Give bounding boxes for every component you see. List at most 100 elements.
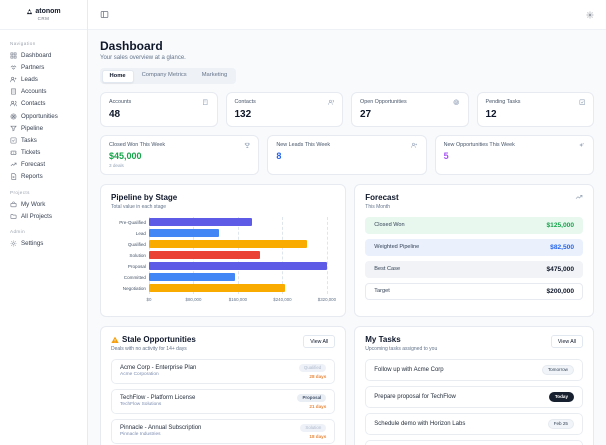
opportunity-title: Pinnacle - Annual Subscription [120, 424, 202, 431]
sidebar-item-all-projects[interactable]: All Projects [8, 210, 79, 222]
page-title: Dashboard [100, 39, 163, 53]
view-all-button[interactable]: View All [550, 335, 583, 348]
sidebar-item-reports[interactable]: Reports [8, 171, 79, 183]
task-item-prepare-proposal[interactable]: Prepare proposal for TechFlow Today [365, 385, 583, 408]
stale-list: Acme Corp - Enterprise Plan Acme Corpora… [111, 358, 336, 445]
sidebar-item-label: My Work [21, 200, 46, 208]
pipeline-chart: Pre-Qualified Lead Qualified Solution Propos… [111, 216, 335, 294]
stale-item-acme[interactable]: Acme Corp - Enterprise Plan Acme Corpora… [111, 358, 336, 384]
chart-tick-label: $0 [146, 296, 152, 302]
sidebar-item-label: Opportunities [21, 112, 58, 120]
trending-up-icon [10, 161, 17, 168]
stat-card-contacts: Contacts 132 [225, 92, 343, 127]
sidebar-item-tickets[interactable]: Tickets [8, 147, 79, 159]
panel-toggle-icon[interactable] [100, 10, 109, 19]
weekly-value: 8 [276, 151, 282, 161]
chart-category-label: Lead [135, 230, 146, 236]
forecast-subtitle: This Month [365, 203, 390, 210]
view-all-button[interactable]: View All [303, 335, 336, 348]
sidebar-item-my-work[interactable]: My Work [8, 198, 79, 210]
stage-badge: Qualified [298, 363, 327, 372]
stage-badge: Proposal [297, 393, 327, 402]
brand-product: CRM [37, 16, 50, 21]
sidebar-item-opportunities[interactable]: Opportunities [8, 110, 79, 122]
forecast-row-label: Weighted Pipeline [374, 244, 420, 250]
ticket-icon [10, 149, 17, 156]
page-content: Dashboard Your sales overview at a glanc… [88, 30, 606, 445]
section-label-navigation: Navigation [10, 41, 36, 46]
tab-marketing[interactable]: Marketing [201, 72, 228, 78]
chart-bar-row [149, 283, 335, 294]
stale-item-pinnacle[interactable]: Pinnacle - Annual Subscription Pinnacle … [111, 418, 336, 444]
sidebar-item-leads[interactable]: Leads [8, 73, 79, 85]
chart-bar [149, 251, 261, 259]
chart-category-label: Negotiation [122, 285, 146, 291]
opportunity-title: TechFlow - Platform License [120, 394, 196, 401]
funnel-icon [10, 125, 17, 132]
chart-tick-label: $80,000 [185, 296, 202, 302]
chart-bar [149, 273, 236, 281]
sidebar-item-label: Reports [21, 173, 43, 181]
weekly-label: Closed Won This Week [109, 141, 166, 148]
target-icon [10, 113, 17, 120]
sidebar-item-label: Forecast [21, 161, 46, 169]
task-title: Prepare proposal for TechFlow [374, 393, 456, 400]
task-item-review-contract[interactable]: Review contract terms - Pinnacle Feb 27 [365, 439, 583, 445]
chart-bar [149, 229, 219, 237]
stat-card-row: Accounts 48 Contacts 132 Open Opportunit… [100, 92, 594, 127]
sidebar-item-label: All Projects [21, 212, 52, 220]
sidebar-item-label: Contacts [21, 100, 46, 108]
chart-category-label: Pre-Qualified [119, 219, 146, 225]
due-badge: Feb 25 [547, 418, 574, 429]
stat-value: 12 [485, 108, 497, 120]
sidebar-item-label: Leads [21, 75, 38, 83]
tasks-list: Follow up with Acme Corp Tomorrow Prepar… [365, 358, 583, 445]
sidebar-item-tasks[interactable]: Tasks [8, 134, 79, 146]
weekly-label: New Leads This Week [276, 141, 331, 148]
sidebar-header: atonom CRM [0, 0, 87, 30]
sidebar: atonom CRM Navigation Dashboard Partners… [0, 0, 88, 445]
sidebar-item-label: Tickets [21, 149, 41, 157]
target-icon [453, 99, 460, 106]
sidebar-item-settings[interactable]: Settings [8, 237, 79, 249]
forecast-row-best-case: Best Case $475,000 [365, 260, 583, 278]
tab-company-metrics[interactable]: Company Metrics [141, 72, 187, 78]
weekly-value: $45,000 [109, 151, 142, 161]
stale-item-techflow[interactable]: TechFlow - Platform License TechFlow Sol… [111, 388, 336, 414]
sidebar-item-contacts[interactable]: Contacts [8, 98, 79, 110]
section-label-admin: Admin [10, 229, 26, 235]
middle-panel-row: Pipeline by Stage Total value in each st… [100, 184, 594, 317]
pipeline-chart-panel: Pipeline by Stage Total value in each st… [100, 184, 347, 317]
chart-category-labels: Pre-Qualified Lead Qualified Solution Propos… [111, 217, 149, 294]
sidebar-item-label: Pipeline [21, 124, 44, 132]
topbar [88, 0, 606, 30]
user-plus-icon [411, 142, 418, 149]
sidebar-item-dashboard[interactable]: Dashboard [8, 49, 79, 61]
chart-gridline [326, 216, 328, 294]
chart-x-axis: $0 $80,000 $160,000 $240,000 $320,000 [146, 296, 337, 304]
task-item-schedule-demo[interactable]: Schedule demo with Horizon Labs Feb 25 [365, 412, 583, 435]
logo-icon [26, 8, 33, 15]
sidebar-item-partners[interactable]: Partners [8, 61, 79, 73]
grid-icon [10, 52, 17, 59]
section-label-projects: Projects [10, 190, 30, 196]
new-opportunities-card: New Opportunities This Week 5 [434, 134, 594, 175]
page-subtitle: Your sales overview at a glance. [100, 55, 186, 61]
tab-home[interactable]: Home [101, 69, 134, 83]
weekly-value: 5 [443, 151, 449, 161]
forecast-row-target: Target $200,000 [365, 282, 583, 300]
opportunity-company: TechFlow Solutions [120, 402, 162, 408]
forecast-row-value: $125,000 [546, 221, 574, 229]
sidebar-item-pipeline[interactable]: Pipeline [8, 122, 79, 134]
task-item-follow-up[interactable]: Follow up with Acme Corp Tomorrow [365, 358, 583, 381]
check-square-icon [579, 99, 586, 106]
gear-icon [10, 240, 17, 247]
stat-value: 27 [360, 108, 372, 120]
gear-icon[interactable] [586, 11, 594, 19]
sidebar-item-forecast[interactable]: Forecast [8, 159, 79, 171]
task-title: Follow up with Acme Corp [374, 366, 444, 373]
sidebar-item-label: Partners [21, 63, 45, 71]
sidebar-item-accounts[interactable]: Accounts [8, 86, 79, 98]
file-text-icon [10, 173, 17, 181]
